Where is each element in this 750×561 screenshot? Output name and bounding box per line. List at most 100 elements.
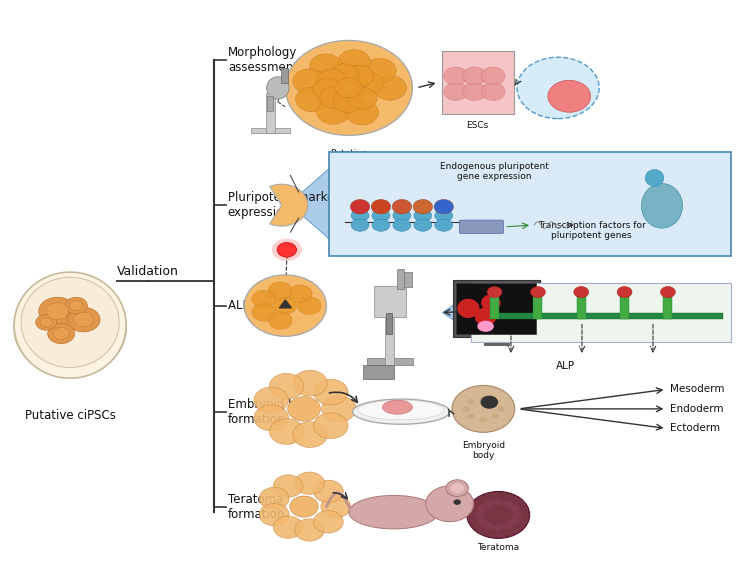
Circle shape bbox=[481, 396, 498, 409]
Circle shape bbox=[484, 500, 494, 508]
Circle shape bbox=[321, 495, 351, 518]
Circle shape bbox=[313, 78, 343, 100]
Circle shape bbox=[314, 379, 348, 405]
FancyBboxPatch shape bbox=[374, 286, 406, 318]
Circle shape bbox=[335, 78, 362, 98]
Text: Ectoderm: Ectoderm bbox=[670, 424, 720, 434]
Circle shape bbox=[371, 200, 391, 214]
Circle shape bbox=[374, 76, 406, 100]
Text: Teratoma
formation: Teratoma formation bbox=[228, 493, 285, 521]
Circle shape bbox=[277, 242, 296, 257]
Circle shape bbox=[530, 287, 545, 298]
Circle shape bbox=[477, 518, 487, 525]
Ellipse shape bbox=[641, 183, 682, 228]
Polygon shape bbox=[289, 168, 330, 240]
Ellipse shape bbox=[267, 77, 289, 99]
Circle shape bbox=[53, 328, 69, 339]
Circle shape bbox=[517, 57, 599, 118]
Circle shape bbox=[492, 399, 500, 404]
Ellipse shape bbox=[481, 295, 500, 311]
Circle shape bbox=[297, 297, 321, 315]
Ellipse shape bbox=[351, 219, 369, 231]
Ellipse shape bbox=[477, 321, 494, 332]
Circle shape bbox=[510, 518, 519, 525]
Text: Validation: Validation bbox=[117, 265, 179, 278]
Ellipse shape bbox=[14, 280, 126, 376]
Circle shape bbox=[292, 370, 327, 396]
Circle shape bbox=[454, 499, 461, 505]
Circle shape bbox=[317, 69, 346, 91]
Text: ESCs: ESCs bbox=[466, 121, 489, 130]
Circle shape bbox=[446, 480, 469, 496]
Circle shape bbox=[288, 285, 312, 302]
Circle shape bbox=[74, 312, 94, 327]
Circle shape bbox=[347, 87, 377, 109]
Circle shape bbox=[273, 475, 303, 497]
Circle shape bbox=[338, 50, 370, 74]
Ellipse shape bbox=[14, 272, 126, 378]
Ellipse shape bbox=[435, 209, 453, 222]
Circle shape bbox=[329, 64, 359, 86]
Ellipse shape bbox=[414, 219, 432, 231]
Circle shape bbox=[479, 416, 487, 422]
FancyBboxPatch shape bbox=[367, 358, 413, 365]
Circle shape bbox=[512, 512, 522, 518]
Circle shape bbox=[413, 200, 433, 214]
Ellipse shape bbox=[414, 209, 432, 222]
Circle shape bbox=[287, 397, 320, 421]
Circle shape bbox=[467, 399, 475, 404]
Circle shape bbox=[48, 324, 74, 343]
Circle shape bbox=[40, 318, 53, 327]
Ellipse shape bbox=[352, 399, 450, 424]
FancyBboxPatch shape bbox=[280, 68, 287, 83]
Circle shape bbox=[503, 522, 512, 530]
FancyBboxPatch shape bbox=[386, 314, 392, 334]
Circle shape bbox=[273, 516, 303, 539]
Circle shape bbox=[70, 301, 82, 311]
Circle shape bbox=[314, 413, 348, 439]
FancyBboxPatch shape bbox=[533, 295, 542, 319]
Text: Mesoderm: Mesoderm bbox=[670, 384, 724, 394]
FancyBboxPatch shape bbox=[577, 295, 586, 319]
Circle shape bbox=[344, 65, 374, 88]
Circle shape bbox=[260, 504, 289, 526]
FancyBboxPatch shape bbox=[397, 269, 404, 289]
Text: Teratoma: Teratoma bbox=[477, 543, 519, 552]
Ellipse shape bbox=[358, 400, 444, 420]
FancyBboxPatch shape bbox=[251, 127, 290, 133]
FancyBboxPatch shape bbox=[460, 220, 503, 233]
Circle shape bbox=[260, 488, 289, 509]
Circle shape bbox=[314, 480, 344, 503]
Circle shape bbox=[292, 422, 327, 448]
Circle shape bbox=[451, 483, 464, 493]
Circle shape bbox=[434, 200, 454, 214]
FancyBboxPatch shape bbox=[329, 151, 730, 256]
Ellipse shape bbox=[372, 209, 390, 222]
Circle shape bbox=[463, 82, 486, 100]
Circle shape bbox=[452, 385, 514, 433]
Ellipse shape bbox=[351, 209, 369, 222]
Circle shape bbox=[494, 524, 503, 531]
Circle shape bbox=[481, 67, 505, 85]
Text: Transcription factors for
pluripotent genes: Transcription factors for pluripotent ge… bbox=[538, 220, 646, 240]
Circle shape bbox=[444, 82, 468, 100]
Circle shape bbox=[292, 69, 326, 94]
Ellipse shape bbox=[349, 495, 439, 529]
Circle shape bbox=[475, 512, 484, 518]
Circle shape bbox=[310, 54, 343, 79]
Circle shape bbox=[477, 505, 487, 512]
FancyBboxPatch shape bbox=[363, 365, 394, 379]
Polygon shape bbox=[279, 300, 291, 308]
Circle shape bbox=[503, 500, 512, 508]
Circle shape bbox=[244, 275, 326, 337]
FancyBboxPatch shape bbox=[266, 93, 274, 133]
Circle shape bbox=[296, 87, 328, 112]
Ellipse shape bbox=[372, 219, 390, 231]
Text: Embryoid body
formation: Embryoid body formation bbox=[228, 398, 317, 426]
Ellipse shape bbox=[475, 307, 496, 326]
Circle shape bbox=[426, 486, 474, 522]
Text: Endoderm: Endoderm bbox=[670, 404, 724, 414]
Circle shape bbox=[314, 511, 344, 533]
Circle shape bbox=[574, 287, 589, 298]
FancyBboxPatch shape bbox=[457, 283, 536, 334]
